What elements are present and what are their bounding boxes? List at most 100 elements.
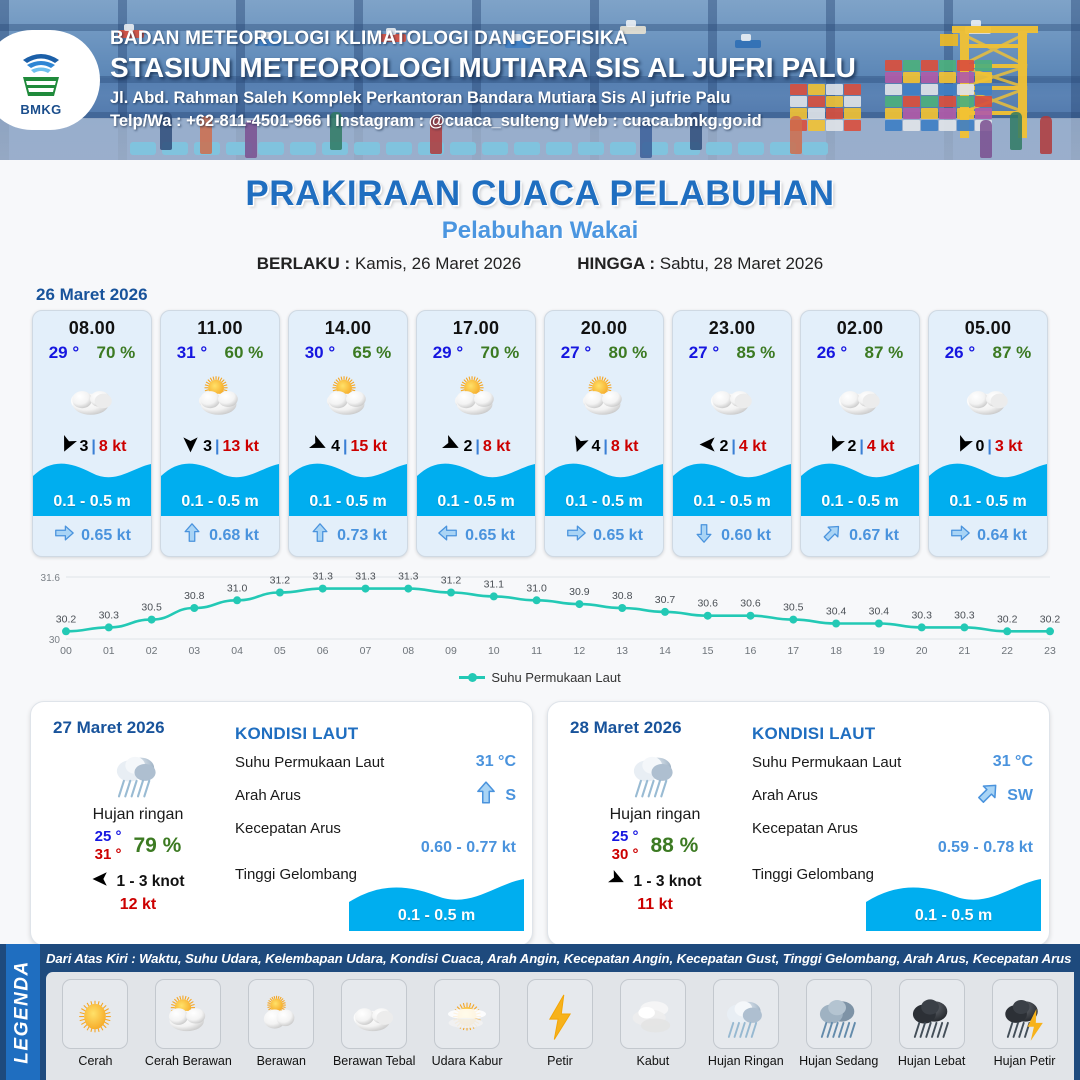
summary-temp-max: 30 ° — [611, 846, 639, 863]
card-gust: 15 kt — [350, 438, 387, 455]
card-wave-height: 0.1 - 0.5 m — [309, 493, 387, 510]
legend-fog-icon — [619, 979, 686, 1049]
legend-item-label: Kabut — [636, 1054, 670, 1068]
card-temp-humidity-row: 29 ° 70 % — [33, 343, 151, 363]
current-speed-label: Kecepatan Arus — [752, 820, 858, 837]
card-humidity: 70 % — [96, 343, 136, 362]
card-time: 05.00 — [964, 318, 1012, 338]
legend-item: Petir — [515, 979, 606, 1068]
svg-text:30.3: 30.3 — [911, 609, 932, 621]
svg-text:20: 20 — [916, 645, 928, 657]
svg-text:12: 12 — [574, 645, 586, 657]
card-wind-separator: | — [214, 438, 220, 455]
legend-item-label: Cerah — [78, 1054, 113, 1068]
card-temp-humidity-row: 26 ° 87 % — [801, 343, 919, 363]
card-temp-humidity-row: 31 ° 60 % — [161, 343, 279, 363]
current-direction-arrow-icon — [565, 522, 587, 549]
wave-height-row: Tinggi Gelombang — [235, 866, 516, 883]
svg-text:06: 06 — [317, 645, 329, 657]
card-wave-block: 0.1 - 0.5 m — [929, 458, 1047, 516]
title-section: PRAKIRAAN CUACA PELABUHAN Pelabuhan Waka… — [0, 160, 1080, 274]
page-header: BMKG BADAN METEOROLOGI KLIMATOLOGI DAN G… — [0, 0, 1080, 160]
legend-item: Cerah — [50, 979, 141, 1068]
legend-sun-cloud-icon — [155, 979, 222, 1049]
card-wind-speed: 4 — [591, 438, 601, 455]
card-wind-speed: 3 — [203, 438, 212, 455]
card-current-row: 0.73 kt — [289, 522, 407, 549]
wind-direction-arrow-icon — [309, 435, 328, 459]
card-temp-humidity-row: 26 ° 87 % — [929, 343, 1047, 363]
svg-text:07: 07 — [360, 645, 372, 657]
summary-wave-block: 0.1 - 0.5 m — [349, 876, 524, 931]
svg-text:23: 23 — [1044, 645, 1056, 657]
card-wind-speed: 2 — [847, 438, 857, 455]
card-time: 11.00 — [197, 318, 243, 338]
current-direction-label: Arah Arus — [752, 787, 818, 804]
card-wave-height: 0.1 - 0.5 m — [693, 493, 771, 510]
header-text-block: BADAN METEOROLOGI KLIMATOLOGI DAN GEOFIS… — [110, 28, 856, 131]
svg-text:31.2: 31.2 — [441, 575, 462, 587]
svg-text:18: 18 — [830, 645, 842, 657]
valid-to-label: HINGGA : — [577, 254, 656, 273]
summary-current-arrow-icon — [473, 780, 499, 811]
wind-direction-arrow-icon — [954, 435, 973, 459]
summary-gust: 12 kt — [119, 896, 157, 913]
card-wave-block: 0.1 - 0.5 m — [801, 458, 919, 516]
card-wind-separator: | — [731, 438, 736, 455]
card-weather-cloudy-icon — [801, 367, 919, 427]
card-current-speed: 0.65 kt — [465, 526, 515, 544]
summary-wind-row: 1 - 3 knot — [45, 870, 231, 893]
legend-haze-icon — [434, 979, 501, 1049]
svg-text:31.0: 31.0 — [227, 582, 248, 594]
legend-item-label: Berawan Tebal — [332, 1054, 416, 1068]
current-direction-arrow-icon — [821, 522, 843, 549]
chart-legend: Suhu Permukaan Laut — [18, 670, 1062, 685]
card-wind-row: 0 | 3 kt — [929, 435, 1047, 459]
card-wave-block: 0.1 - 0.5 m — [161, 458, 279, 516]
svg-text:30.3: 30.3 — [99, 609, 120, 621]
forecast-card: 11.00 31 ° 60 % 3 | 13 kt 0.1 - 0.5 m 0.68 kt — [160, 310, 280, 557]
summary-sea-conditions: KONDISI LAUT Suhu Permukaan Laut 31 °C Arah… — [231, 702, 532, 945]
wind-direction-arrow-icon — [826, 435, 845, 459]
sst-label: Suhu Permukaan Laut — [752, 753, 902, 771]
card-wave-height: 0.1 - 0.5 m — [821, 493, 899, 510]
current-direction-arrow-icon — [693, 522, 715, 549]
sea-conditions-title: KONDISI LAUT — [235, 724, 359, 743]
svg-text:30.2: 30.2 — [997, 613, 1018, 625]
card-temperature: 29 ° — [432, 343, 464, 362]
svg-text:31.0: 31.0 — [526, 582, 547, 594]
forecast-card: 14.00 30 ° 65 % 4 | 15 kt 0.1 - 0.5 m 0.73 kt — [288, 310, 408, 557]
card-current-row: 0.60 kt — [673, 522, 791, 549]
card-weather-cloudy-icon — [929, 367, 1047, 427]
summary-temp-column: 25 ° 30 ° — [612, 828, 639, 863]
svg-text:30.6: 30.6 — [740, 598, 761, 610]
card-temp-humidity-row: 27 ° 85 % — [673, 343, 791, 363]
svg-text:30.7: 30.7 — [655, 594, 676, 606]
card-gust: 4 kt — [738, 438, 767, 455]
card-humidity: 87 % — [992, 343, 1032, 362]
card-wave-height: 0.1 - 0.5 m — [949, 493, 1027, 510]
valid-from: BERLAKU : Kamis, 26 Maret 2026 — [257, 254, 522, 274]
svg-text:11: 11 — [531, 645, 542, 657]
card-temperature: 26 ° — [816, 343, 848, 362]
card-weather-partly-icon — [417, 367, 535, 427]
svg-text:30.5: 30.5 — [783, 602, 804, 614]
summary-temp-min: 25 ° — [94, 828, 122, 845]
svg-text:30.5: 30.5 — [141, 602, 162, 614]
svg-text:30.8: 30.8 — [184, 590, 205, 602]
card-wave-block: 0.1 - 0.5 m — [545, 458, 663, 516]
wave-height-row: Tinggi Gelombang — [752, 866, 1033, 883]
card-current-speed: 0.64 kt — [977, 526, 1027, 544]
daily-summary-card: 28 Maret 2026 Hujan ringan 25 ° 30 ° 88 % 1 -… — [547, 701, 1050, 946]
card-gust: 8 kt — [610, 438, 639, 455]
card-wind-separator: | — [603, 438, 608, 455]
svg-text:31.3: 31.3 — [398, 571, 419, 583]
card-wave-block: 0.1 - 0.5 m — [289, 458, 407, 516]
legend-caption: Dari Atas Kiri : Waktu, Suhu Udara, Kele… — [46, 951, 1072, 966]
sea-conditions-title: KONDISI LAUT — [752, 724, 876, 743]
card-humidity: 60 % — [224, 343, 264, 362]
current-speed-label: Kecepatan Arus — [235, 820, 341, 837]
legend-item-label: Hujan Sedang — [799, 1054, 879, 1068]
card-wave-height: 0.1 - 0.5 m — [437, 493, 515, 510]
card-current-speed: 0.60 kt — [721, 526, 771, 544]
